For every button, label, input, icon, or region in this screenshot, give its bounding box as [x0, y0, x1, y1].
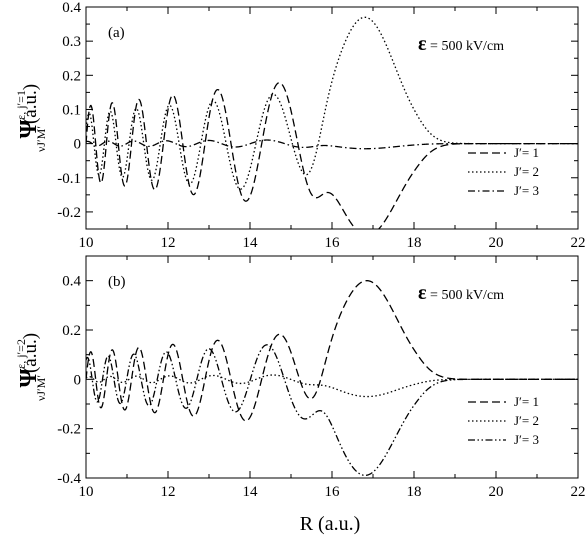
- series-line-1: [86, 82, 578, 229]
- panel-label: (a): [108, 25, 125, 41]
- field-annotation: ε = 500 kV/cm: [418, 282, 504, 304]
- y-tick-label: 0.2: [62, 323, 81, 339]
- legend-entry: J′= 2: [514, 413, 539, 428]
- series-line-1: [86, 280, 578, 422]
- panel-a: 10 12 14 16 18 20 22 -0.2 -0.1 0 0.1 0.2 0.3 0.4 Ψε, j…: [14, 0, 586, 251]
- legend-entry: J′= 3: [514, 432, 539, 447]
- series-line-3: [86, 139, 578, 150]
- y-tick-label: -0.2: [57, 422, 81, 438]
- y-axis-label: Ψε, j′=1νJ′M′(a.u.): [14, 84, 48, 152]
- x-tick-label: 14: [243, 484, 259, 500]
- x-tick-label: 10: [79, 484, 94, 500]
- y-tick-label: 0.1: [62, 102, 81, 118]
- panel-b: 10 12 14 16 18 20 22 -0.4 -0.2 0 0.2 0.4 Ψε, j′=2νJ′…: [14, 255, 586, 500]
- x-tick-label: 12: [161, 484, 176, 500]
- x-tick-label: 18: [407, 235, 422, 251]
- series-line-2: [86, 374, 578, 398]
- x-tick-label: 22: [571, 235, 586, 251]
- x-tick-label: 18: [407, 484, 422, 500]
- y-tick-label: -0.2: [57, 205, 81, 221]
- legend-entry: J′= 1: [514, 145, 539, 160]
- series-line-2: [86, 16, 578, 190]
- field-annotation: ε = 500 kV/cm: [418, 33, 504, 55]
- legend-entry: J′= 1: [514, 394, 539, 409]
- x-tick-label: 22: [571, 484, 586, 500]
- x-tick-label: 14: [243, 235, 259, 251]
- x-tick-label: 20: [489, 484, 504, 500]
- legend-entry: J′= 2: [514, 164, 539, 179]
- x-tick-label: 16: [325, 235, 341, 251]
- y-tick-label: -0.1: [57, 171, 81, 187]
- y-tick-label: 0.4: [62, 274, 81, 290]
- y-tick-label: 0: [74, 137, 82, 153]
- y-tick-label: 0.3: [62, 34, 81, 50]
- y-tick-label: -0.4: [57, 471, 81, 487]
- x-tick-label: 10: [79, 235, 94, 251]
- y-tick-label: 0.2: [62, 68, 81, 84]
- y-tick-label: 0.4: [62, 0, 81, 16]
- y-axis-label: Ψε, j′=2νJ′M′(a.u.): [14, 333, 48, 401]
- y-tick-label: 0: [74, 372, 82, 388]
- x-tick-label: 12: [161, 235, 176, 251]
- x-axis-label: R (a.u.): [300, 513, 361, 535]
- panel-label: (b): [108, 274, 126, 290]
- x-tick-label: 16: [325, 484, 341, 500]
- legend-entry: J′= 3: [514, 183, 539, 198]
- x-tick-label: 20: [489, 235, 504, 251]
- series-line-3: [86, 344, 578, 476]
- plot-frame: [85, 6, 579, 230]
